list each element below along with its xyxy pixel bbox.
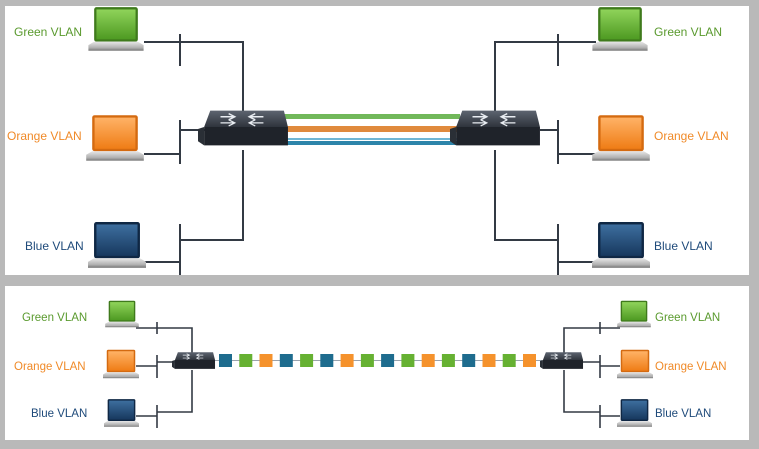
orange-vlan-label-left: Orange VLAN — [7, 129, 82, 143]
top-wiring — [144, 34, 596, 275]
laptop-icon — [105, 300, 139, 328]
green-link — [280, 114, 460, 119]
laptop-icon — [88, 222, 146, 268]
green-vlan-label-right: Green VLAN — [654, 25, 723, 39]
switch-icon — [540, 351, 584, 370]
blue-frame — [381, 354, 395, 367]
blue-vlan-label-left: Blue VLAN — [25, 239, 84, 253]
blue-frame — [219, 354, 232, 367]
bottom-wiring — [136, 322, 620, 428]
blue-frame — [320, 354, 334, 367]
green-frame — [441, 354, 455, 367]
laptop-icon — [104, 399, 139, 427]
laptop-icon — [592, 115, 650, 161]
laptop-icon — [617, 300, 651, 328]
switch-icon — [450, 109, 541, 147]
laptop-icon — [86, 115, 144, 161]
blue-vlan-label-left: Blue VLAN — [31, 408, 88, 420]
green-frame — [502, 354, 516, 367]
blue-frame — [462, 354, 476, 367]
orange-vlan-label-right: Orange VLAN — [654, 129, 729, 143]
green-frame — [360, 354, 374, 367]
blue-vlan-label-right: Blue VLAN — [655, 408, 712, 420]
orange-frame — [482, 354, 496, 367]
orange-frame — [259, 354, 273, 367]
laptop-icon — [88, 7, 144, 51]
tagged-frames — [214, 354, 542, 367]
laptop-icon — [617, 349, 653, 379]
switch-icon — [172, 351, 216, 370]
trunk-links — [280, 114, 460, 145]
orange-frame — [421, 354, 435, 367]
green-frame — [300, 354, 314, 367]
green-frame — [401, 354, 415, 367]
green-vlan-label-left: Green VLAN — [14, 25, 83, 39]
orange-frame — [340, 354, 354, 367]
switch-icon — [198, 109, 289, 147]
blue-link — [280, 141, 460, 145]
orange-vlan-label-right: Orange VLAN — [655, 361, 727, 373]
blue-link-upper — [280, 138, 460, 140]
laptop-icon — [103, 349, 139, 379]
green-vlan-label-right: Green VLAN — [655, 312, 721, 324]
green-vlan-label-left: Green VLAN — [22, 312, 88, 324]
laptop-icon — [592, 7, 648, 51]
blue-vlan-label-right: Blue VLAN — [654, 239, 713, 253]
blue-frame — [279, 354, 293, 367]
laptop-icon — [592, 222, 650, 268]
orange-vlan-label-left: Orange VLAN — [14, 361, 86, 373]
laptop-icon — [617, 399, 652, 427]
green-frame — [239, 354, 253, 367]
orange-link — [280, 126, 460, 132]
orange-frame — [523, 354, 536, 367]
